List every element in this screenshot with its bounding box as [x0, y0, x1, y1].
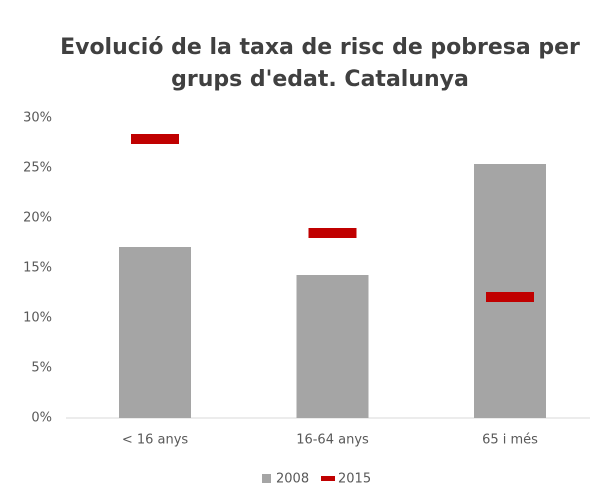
y-tick-label: 25% — [23, 161, 52, 176]
y-tick-label: 0% — [31, 411, 52, 426]
y-tick-label: 30% — [23, 111, 52, 126]
legend-swatch — [262, 474, 271, 483]
legend-label: 2008 — [276, 472, 309, 487]
bar — [296, 275, 369, 418]
bar — [119, 247, 191, 418]
chart-title: grups d'edat. Catalunya — [171, 67, 469, 92]
x-tick-label: 65 i més — [482, 433, 538, 448]
chart-title: Evolució de la taxa de risc de pobresa p… — [60, 35, 580, 60]
y-tick-label: 20% — [23, 211, 52, 226]
x-tick-label: 16-64 anys — [296, 433, 369, 448]
marker — [131, 134, 179, 144]
bar — [474, 164, 546, 418]
legend-label: 2015 — [338, 472, 371, 487]
marker — [486, 292, 534, 302]
x-tick-label: < 16 anys — [122, 433, 189, 448]
y-tick-label: 15% — [23, 261, 52, 276]
y-tick-label: 5% — [31, 361, 52, 376]
legend-swatch — [321, 476, 335, 481]
marker — [308, 228, 357, 238]
y-tick-label: 10% — [23, 311, 52, 326]
